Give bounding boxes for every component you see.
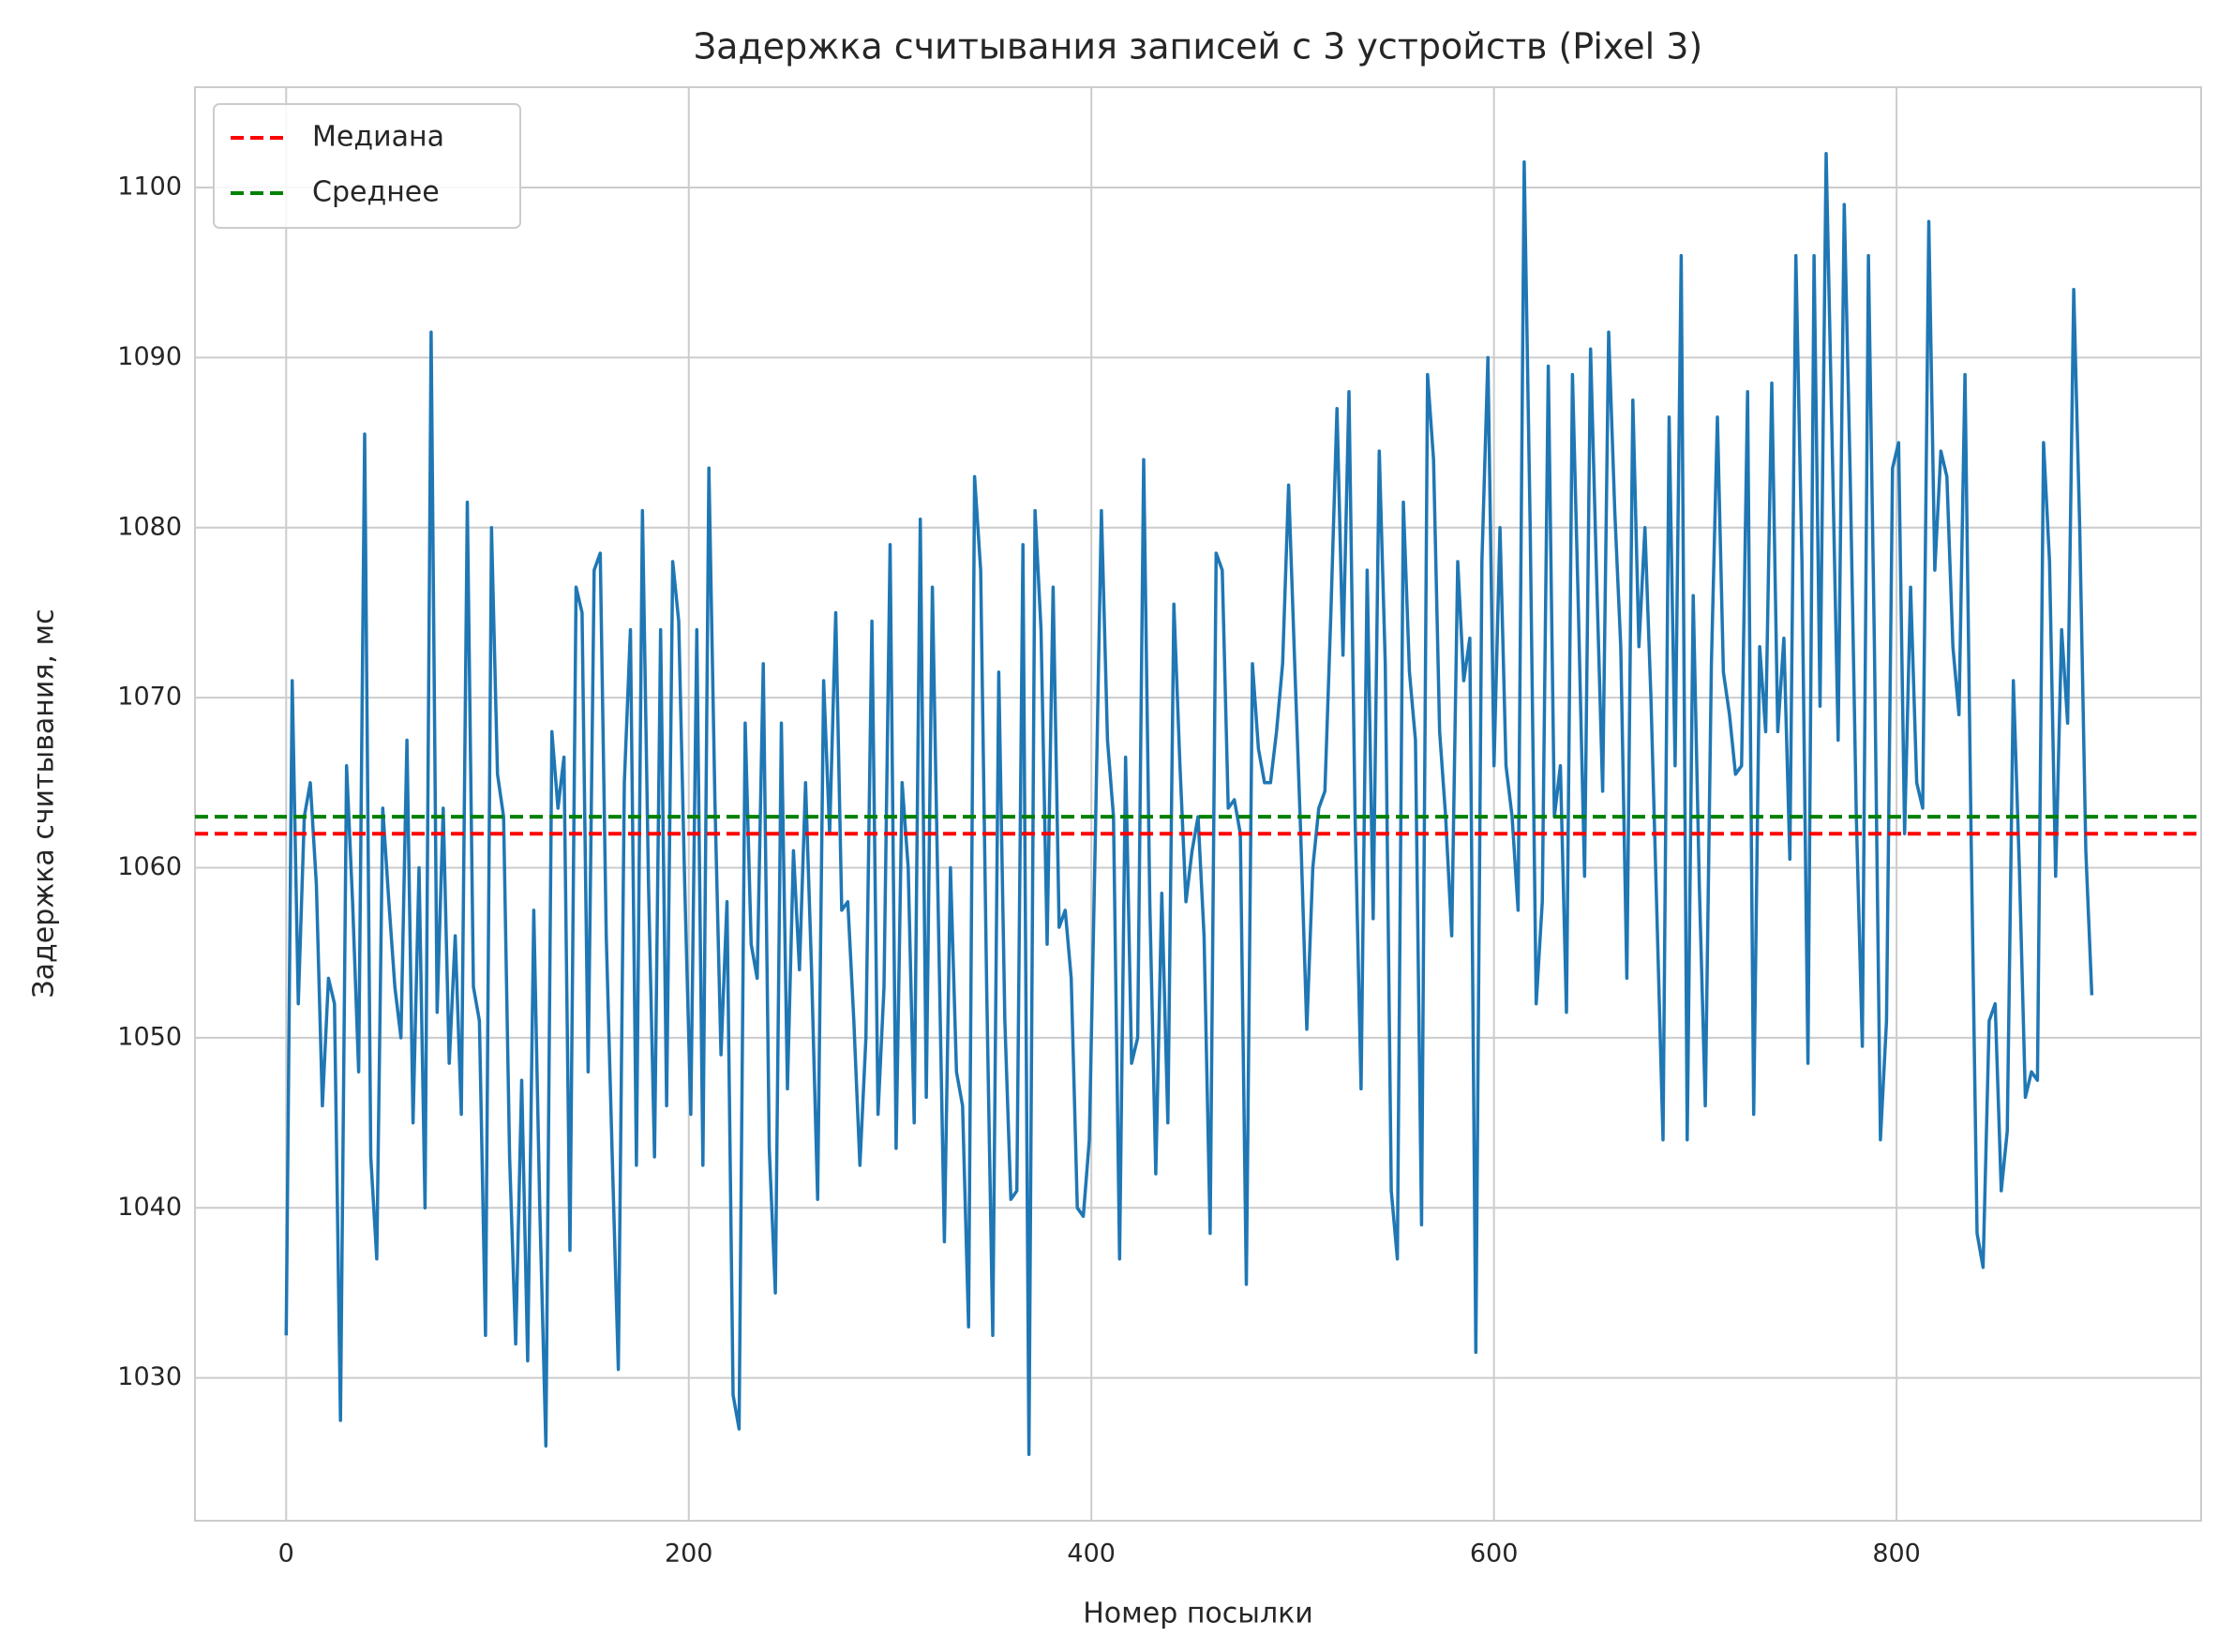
legend-label: Медиана [312, 121, 444, 154]
x-tick-label: 400 [1067, 1539, 1116, 1569]
y-tick-label: 1040 [117, 1193, 182, 1222]
y-tick-label: 1080 [117, 512, 182, 541]
legend-box [213, 103, 521, 229]
x-tick-label: 800 [1872, 1539, 1921, 1569]
y-tick-label: 1100 [117, 173, 182, 202]
y-tick-label: 1030 [117, 1362, 182, 1391]
x-axis-label: Номер посылки [1083, 1598, 1313, 1630]
x-tick-label: 600 [1470, 1539, 1519, 1569]
y-tick-label: 1070 [117, 683, 182, 712]
y-axis-label: Задержка считывания, мс [28, 608, 61, 998]
legend-label: Среднее [312, 176, 440, 209]
plot-frame [194, 86, 2202, 1522]
y-tick-label: 1060 [117, 852, 182, 881]
data-line [284, 151, 2094, 1457]
x-tick-label: 200 [665, 1539, 713, 1569]
y-tick-label: 1090 [117, 342, 182, 371]
x-tick-label: 0 [278, 1539, 294, 1569]
y-tick-label: 1050 [117, 1022, 182, 1051]
chart-title: Задержка считывания записей с 3 устройст… [694, 26, 1703, 68]
